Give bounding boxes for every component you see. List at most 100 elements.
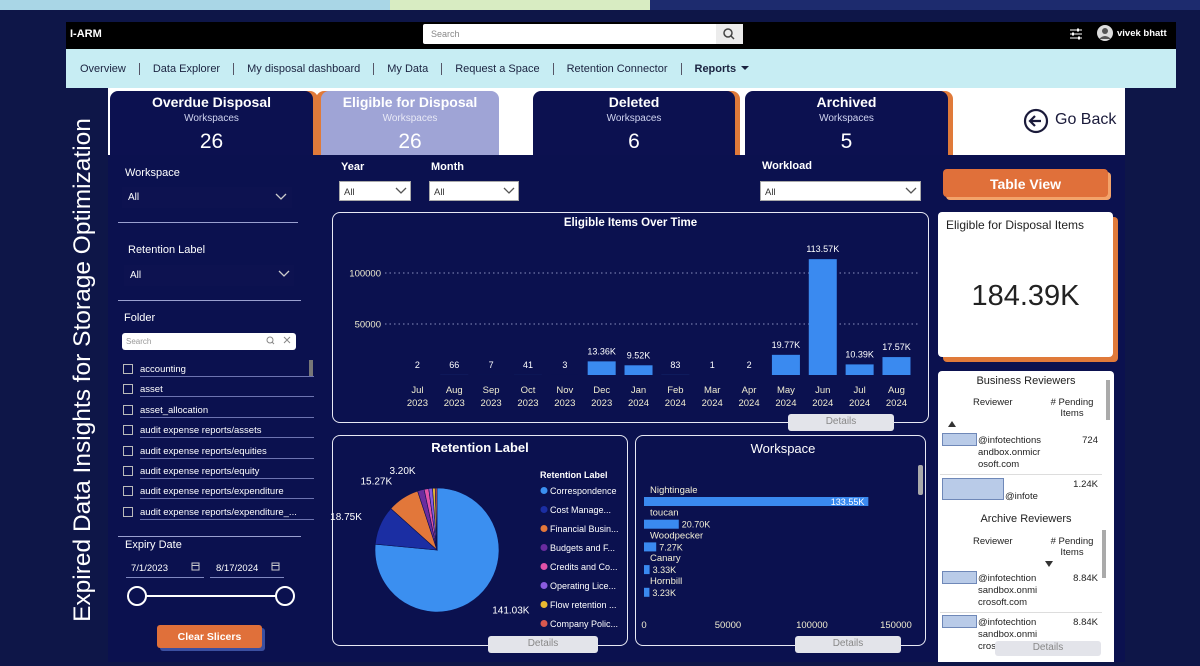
checkbox[interactable] — [123, 404, 133, 415]
data-label: 7.27K — [659, 542, 683, 552]
settings-icon[interactable] — [1068, 27, 1084, 41]
row-divider — [940, 612, 1102, 613]
retention-dropdown[interactable]: All — [124, 265, 294, 286]
clear-slicers-button[interactable]: Clear Slicers — [157, 625, 262, 648]
scrollbar[interactable] — [309, 360, 313, 376]
nav-item[interactable]: My disposal dashboard — [233, 62, 373, 75]
details-button[interactable]: Details — [788, 414, 894, 431]
tile[interactable] — [745, 91, 948, 155]
chevron — [275, 193, 287, 200]
tile[interactable] — [110, 91, 313, 155]
column-header[interactable]: # Pending Items — [1050, 397, 1094, 419]
scrollbar[interactable] — [1102, 530, 1106, 578]
app-name: I-ARM — [70, 28, 102, 40]
details-button[interactable]: Details — [488, 636, 598, 653]
data-label: 2 — [415, 360, 420, 370]
chart-title: Workspace — [750, 441, 816, 456]
legend-marker — [540, 544, 548, 551]
avatar[interactable] — [1097, 25, 1113, 41]
data-label: 113.57K — [806, 244, 839, 254]
date-start[interactable]: 7/1/2023 — [126, 559, 204, 578]
nav-item[interactable]: Data Explorer — [138, 62, 233, 75]
divider — [118, 536, 301, 537]
divider — [118, 222, 298, 223]
details-button[interactable]: Details — [795, 636, 901, 653]
x-tick-label: 150000 — [880, 620, 912, 631]
bar — [644, 542, 657, 552]
checkbox[interactable] — [123, 506, 133, 517]
data-label: 66 — [449, 360, 459, 370]
scrollbar[interactable] — [1106, 380, 1110, 420]
tile-count: 26 — [199, 130, 224, 153]
folder-search[interactable]: Search — [122, 333, 296, 350]
pie-slice — [434, 487, 438, 551]
folder-item[interactable]: asset — [140, 384, 314, 398]
bar — [644, 587, 650, 597]
column-header[interactable]: Reviewer — [973, 536, 1013, 547]
legend-marker — [540, 506, 548, 513]
card-title: Eligible for Disposal Items — [946, 218, 1085, 232]
slicer-label: Folder — [124, 312, 156, 324]
nav-item[interactable]: Reports — [680, 62, 750, 75]
checkbox[interactable] — [123, 384, 133, 395]
search-box[interactable]: Search — [423, 24, 743, 44]
x-tick-label: Mar 2024 — [701, 385, 723, 409]
checkbox[interactable] — [123, 364, 133, 374]
go-back-icon[interactable] — [1022, 107, 1050, 135]
bar — [624, 365, 653, 375]
scrollbar[interactable] — [918, 465, 923, 495]
pending-items: 1.24K — [1073, 479, 1098, 490]
column-header[interactable]: Reviewer — [973, 397, 1013, 408]
nav-item[interactable]: Request a Space — [441, 62, 552, 75]
folder-item[interactable]: audit expense reports/expenditure_... — [140, 507, 314, 520]
go-back[interactable]: Go Back — [1055, 111, 1117, 128]
filter-dropdown[interactable]: All — [339, 181, 411, 201]
data-label: 3.33K — [653, 565, 677, 575]
search-button[interactable] — [716, 24, 743, 44]
data-label: 1 — [710, 360, 715, 370]
x-tick-label: Jan 2024 — [627, 385, 650, 409]
chart-title: Retention Label — [431, 440, 529, 455]
folder-item[interactable]: audit expense reports/equity — [140, 466, 314, 479]
legend-label: Financial Busin... — [550, 524, 619, 534]
date-slider[interactable] — [124, 584, 299, 608]
checkbox[interactable] — [123, 425, 133, 436]
filter-label: Month — [431, 161, 464, 173]
tile-count: 6 — [628, 130, 640, 153]
details-button[interactable]: Details — [995, 641, 1101, 656]
divider — [118, 300, 301, 301]
data-label: 15.27K — [360, 476, 392, 487]
nav-item[interactable]: Overview — [80, 62, 126, 75]
bar — [644, 497, 869, 506]
tile[interactable] — [321, 91, 499, 155]
folder-item[interactable]: audit expense reports/assets — [140, 425, 314, 439]
folder-item[interactable]: accounting — [140, 364, 314, 377]
filter-dropdown[interactable]: All — [760, 181, 921, 201]
tile[interactable] — [533, 91, 735, 155]
filter-dropdown[interactable]: All — [429, 181, 519, 201]
column-header[interactable]: # Pending Items — [1050, 536, 1094, 558]
category-label: Canary — [650, 553, 681, 564]
data-label: 13.36K — [587, 346, 616, 356]
date-end[interactable]: 8/17/2024 — [210, 559, 284, 578]
workspace-dropdown[interactable]: All — [122, 187, 292, 208]
pending-items: 8.84K — [1073, 573, 1098, 584]
table-view-button[interactable]: Table View — [943, 169, 1108, 197]
nav-item[interactable]: My Data — [373, 62, 441, 75]
checkbox[interactable] — [123, 466, 133, 476]
x-tick-label: Jul 2023 — [406, 385, 428, 409]
user-name: vivek bhatt — [1117, 28, 1167, 39]
category-label: Woodpecker — [650, 530, 703, 541]
tile-count: 26 — [398, 130, 422, 153]
folder-item[interactable]: audit expense reports/equities — [140, 446, 314, 459]
folder-item[interactable]: asset_allocation — [140, 405, 314, 418]
checkbox[interactable] — [123, 486, 133, 497]
nav-item[interactable]: Retention Connector — [552, 62, 681, 75]
redaction — [942, 478, 1004, 500]
data-label: 41 — [523, 360, 533, 370]
top-strip — [390, 0, 650, 10]
checkbox[interactable] — [123, 445, 133, 456]
data-label: 7 — [489, 360, 494, 370]
folder-item[interactable]: audit expense reports/expenditure — [140, 486, 314, 500]
